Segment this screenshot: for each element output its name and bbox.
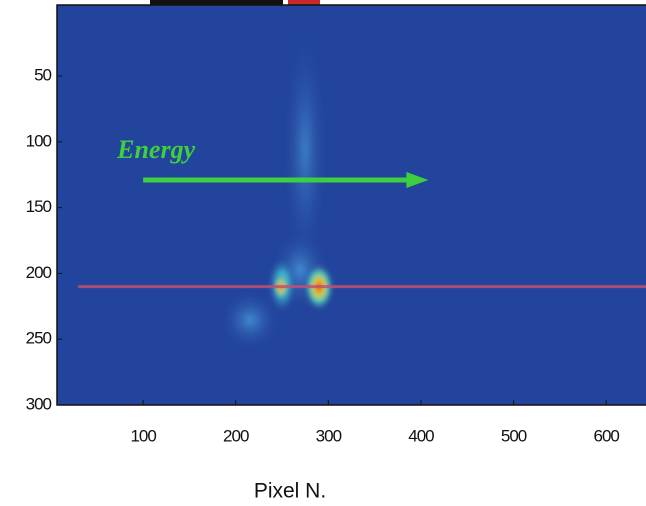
plot-area <box>56 4 646 406</box>
arrow-label: Energy <box>116 135 195 164</box>
y-tick-label: 300 <box>26 394 52 413</box>
x-tick-label: 100 <box>130 426 156 445</box>
x-axis-label: Pixel N. <box>254 480 326 503</box>
top-strip <box>150 0 283 5</box>
y-tick-label: 200 <box>26 263 52 282</box>
x-tick-label: 400 <box>408 426 434 445</box>
y-tick-label: 250 <box>26 329 52 348</box>
arrow-head <box>406 172 429 188</box>
top-strip <box>288 0 320 5</box>
y-tick-label: 50 <box>34 66 51 85</box>
x-tick-label: 200 <box>223 426 249 445</box>
y-tick-label: 100 <box>26 131 52 150</box>
intensity-image <box>220 30 334 350</box>
y-tick-label: 150 <box>26 197 52 216</box>
x-tick-label: 500 <box>501 426 527 445</box>
x-tick-label: 600 <box>593 426 619 445</box>
x-tick-label: 300 <box>316 426 342 445</box>
